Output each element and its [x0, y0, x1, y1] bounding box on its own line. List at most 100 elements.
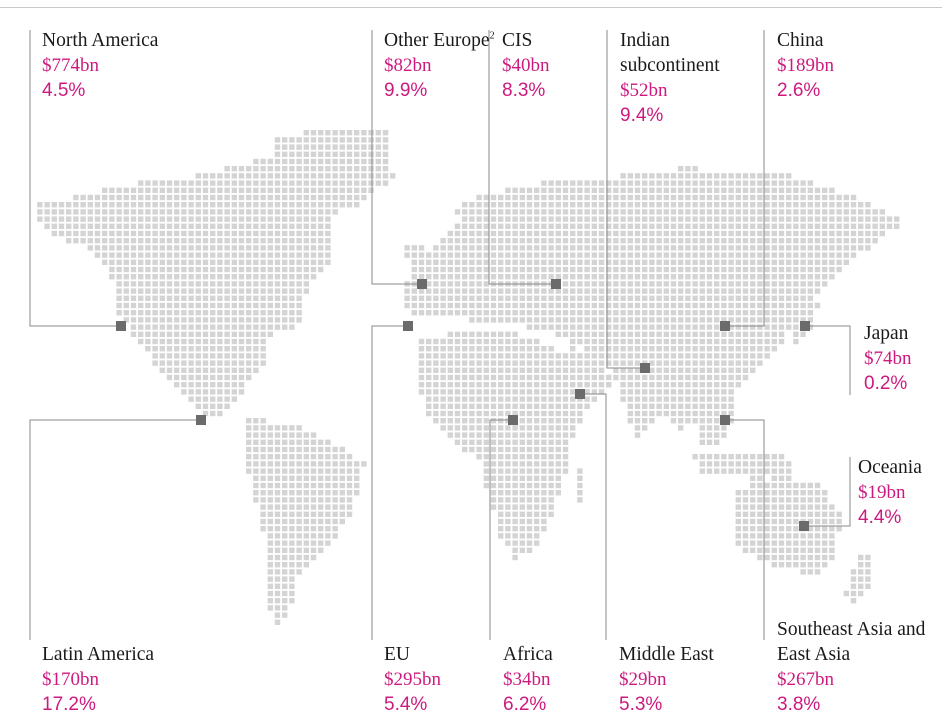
land-dot	[505, 216, 511, 222]
land-dot	[764, 454, 770, 460]
land-dot	[678, 281, 684, 287]
land-dot	[174, 331, 180, 337]
land-dot	[584, 295, 590, 301]
land-dot	[490, 209, 497, 215]
land-dot	[238, 295, 245, 301]
land-dot	[836, 230, 842, 237]
land-dot	[166, 338, 173, 345]
leader-latin-america	[29, 419, 200, 640]
land-dot	[476, 230, 482, 237]
land-dot	[742, 317, 749, 323]
land-dot	[771, 238, 777, 244]
land-dot	[526, 216, 533, 222]
land-dot	[526, 238, 533, 244]
land-dot	[166, 194, 173, 201]
land-dot	[843, 245, 849, 251]
land-dot	[382, 173, 389, 179]
marker-north-america[interactable]	[116, 321, 126, 331]
land-dot	[498, 360, 504, 366]
land-dot	[728, 360, 734, 366]
land-dot	[325, 130, 331, 136]
land-dot	[303, 490, 309, 496]
region-label-middle-east: Middle East $29bn 5.3%	[619, 642, 714, 717]
land-dot	[714, 230, 720, 237]
land-dot	[822, 194, 828, 201]
land-dot	[807, 288, 813, 294]
land-dot	[483, 259, 489, 265]
marker-africa[interactable]	[508, 415, 518, 425]
region-name: Latin America	[42, 644, 155, 665]
land-dot	[742, 324, 749, 330]
land-dot	[591, 302, 597, 309]
land-dot	[145, 281, 151, 287]
land-dot	[728, 180, 734, 186]
land-dot	[498, 223, 504, 229]
land-dot	[260, 468, 266, 474]
marker-cis[interactable]	[551, 279, 561, 289]
land-dot	[202, 410, 209, 417]
land-dot	[814, 238, 821, 244]
land-dot	[620, 310, 626, 316]
land-dot	[577, 209, 583, 215]
region-value: $34bn	[503, 669, 551, 690]
land-dot	[109, 274, 115, 280]
land-dot	[325, 468, 331, 474]
land-dot	[800, 569, 806, 575]
land-dot	[850, 238, 857, 244]
land-dot	[850, 583, 857, 589]
land-dot	[685, 166, 691, 172]
land-dot	[721, 454, 727, 460]
land-dot	[519, 317, 525, 323]
land-dot	[678, 202, 684, 208]
land-dot	[296, 511, 302, 517]
land-dot	[318, 209, 324, 215]
land-dot	[757, 324, 763, 330]
land-dot	[138, 238, 144, 244]
land-dot	[159, 259, 165, 265]
land-dot	[202, 317, 209, 323]
land-dot	[138, 310, 144, 316]
land-dot	[721, 346, 727, 352]
land-dot	[735, 180, 741, 186]
land-dot	[728, 274, 734, 280]
land-dot	[642, 180, 648, 186]
land-dot	[483, 230, 489, 237]
land-dot	[858, 554, 864, 561]
land-dot	[318, 245, 324, 251]
land-dot	[181, 331, 187, 337]
land-dot	[123, 252, 129, 258]
land-dot	[699, 389, 705, 395]
land-dot	[354, 490, 360, 496]
marker-middle-east[interactable]	[575, 389, 585, 399]
land-dot	[634, 266, 641, 273]
marker-other-europe[interactable]	[417, 279, 427, 289]
land-dot	[699, 310, 705, 316]
land-dot	[260, 259, 266, 265]
marker-southeast-asia-east-asia[interactable]	[720, 415, 730, 425]
land-dot	[505, 346, 511, 352]
land-dot	[634, 432, 641, 438]
land-dot	[87, 216, 93, 222]
marker-oceania[interactable]	[799, 521, 809, 531]
marker-eu[interactable]	[403, 321, 413, 331]
land-dot	[454, 310, 461, 316]
land-dot	[692, 223, 698, 229]
marker-latin-america[interactable]	[196, 415, 206, 425]
land-dot	[757, 202, 763, 208]
land-dot	[742, 202, 749, 208]
land-dot	[541, 266, 547, 273]
marker-indian-subcontinent[interactable]	[640, 363, 650, 373]
land-dot	[310, 475, 317, 481]
land-dot	[440, 252, 446, 258]
land-dot	[512, 533, 518, 539]
land-dot	[548, 187, 554, 193]
marker-japan[interactable]	[800, 321, 810, 331]
land-dot	[346, 454, 353, 460]
land-dot	[800, 482, 806, 489]
land-dot	[498, 209, 504, 215]
land-dot	[800, 209, 806, 215]
land-dot	[678, 382, 684, 388]
land-dot	[454, 439, 461, 445]
marker-china[interactable]	[720, 321, 730, 331]
land-dot	[721, 288, 727, 294]
